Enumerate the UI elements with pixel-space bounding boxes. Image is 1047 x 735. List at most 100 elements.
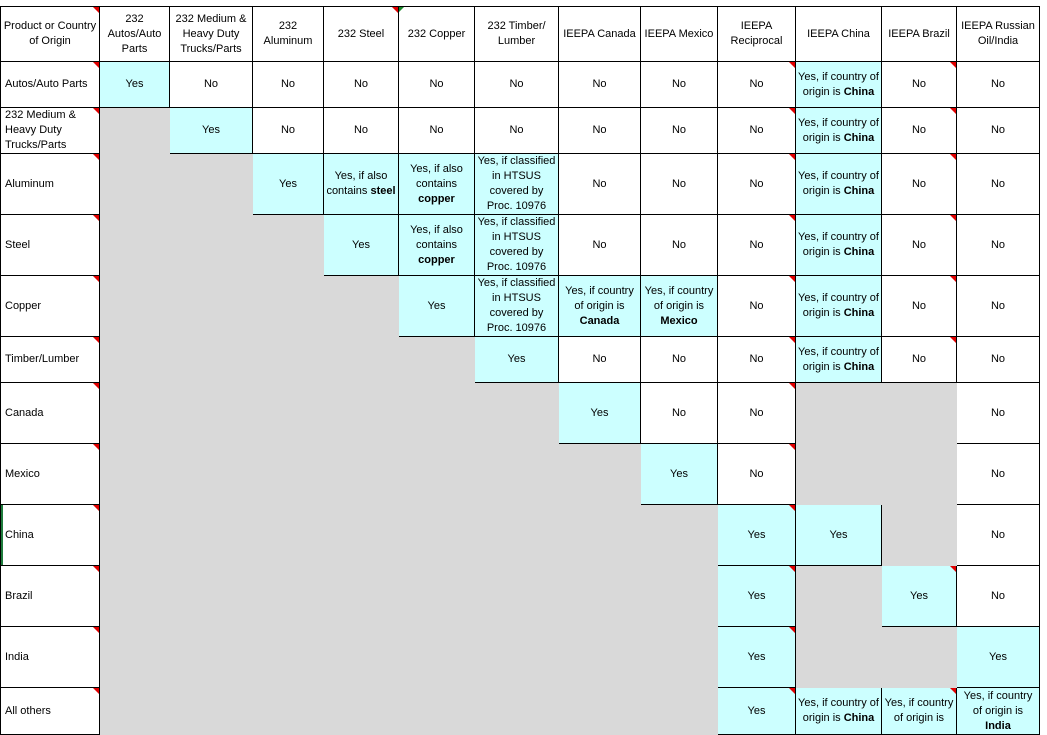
matrix-cell[interactable]: Yes, if also contains copper bbox=[398, 153, 475, 215]
matrix-cell[interactable]: No bbox=[717, 61, 796, 108]
comment-indicator-icon[interactable] bbox=[789, 276, 795, 282]
matrix-cell[interactable]: No bbox=[717, 107, 796, 154]
matrix-cell[interactable]: Yes, if also contains copper bbox=[398, 214, 475, 276]
blank-cell[interactable] bbox=[323, 382, 399, 444]
matrix-cell[interactable]: No bbox=[169, 61, 253, 108]
column-header-cell[interactable]: 232 Aluminum bbox=[252, 6, 324, 62]
blank-cell[interactable] bbox=[323, 443, 399, 505]
matrix-cell[interactable]: Yes bbox=[99, 61, 170, 108]
comment-indicator-icon[interactable] bbox=[789, 566, 795, 572]
comment-indicator-icon[interactable] bbox=[950, 215, 956, 221]
matrix-cell[interactable]: No bbox=[640, 382, 718, 444]
matrix-cell[interactable]: Yes bbox=[717, 565, 796, 627]
comment-indicator-icon[interactable] bbox=[950, 62, 956, 68]
matrix-cell[interactable]: No bbox=[881, 61, 957, 108]
matrix-cell[interactable]: No bbox=[956, 61, 1040, 108]
blank-cell[interactable] bbox=[398, 626, 475, 688]
blank-cell[interactable] bbox=[169, 687, 253, 735]
comment-indicator-icon[interactable] bbox=[789, 108, 795, 114]
matrix-cell[interactable]: Yes bbox=[398, 275, 475, 337]
comment-indicator-icon[interactable] bbox=[789, 688, 795, 694]
matrix-cell[interactable]: Yes bbox=[956, 626, 1040, 688]
blank-cell[interactable] bbox=[99, 214, 170, 276]
matrix-cell[interactable]: No bbox=[398, 61, 475, 108]
comment-indicator-icon[interactable] bbox=[950, 337, 956, 343]
comment-indicator-icon[interactable] bbox=[789, 62, 795, 68]
blank-cell[interactable] bbox=[169, 275, 253, 337]
matrix-cell[interactable]: Yes, if country of origin is China bbox=[795, 61, 882, 108]
blank-cell[interactable] bbox=[398, 504, 475, 566]
blank-cell[interactable] bbox=[99, 107, 170, 154]
blank-cell[interactable] bbox=[558, 504, 641, 566]
matrix-cell[interactable]: No bbox=[717, 153, 796, 215]
column-header-cell[interactable]: IEEPA Russian Oil/India bbox=[956, 6, 1040, 62]
matrix-cell[interactable]: No bbox=[881, 153, 957, 215]
column-header-cell[interactable]: IEEPA Brazil bbox=[881, 6, 957, 62]
comment-indicator-icon[interactable] bbox=[789, 337, 795, 343]
blank-cell[interactable] bbox=[398, 336, 475, 383]
matrix-cell[interactable]: No bbox=[881, 336, 957, 383]
blank-cell[interactable] bbox=[99, 382, 170, 444]
blank-cell[interactable] bbox=[99, 504, 170, 566]
matrix-cell[interactable]: No bbox=[640, 61, 718, 108]
comment-indicator-icon[interactable] bbox=[950, 688, 956, 694]
matrix-cell[interactable]: No bbox=[558, 61, 641, 108]
blank-cell[interactable] bbox=[252, 687, 324, 735]
column-header-cell[interactable]: 232 Copper bbox=[398, 6, 475, 62]
column-header-cell[interactable]: IEEPA Mexico bbox=[640, 6, 718, 62]
blank-cell[interactable] bbox=[558, 443, 641, 505]
row-header-cell[interactable]: Aluminum bbox=[0, 153, 100, 215]
matrix-cell[interactable]: Yes bbox=[717, 504, 796, 566]
matrix-cell[interactable]: No bbox=[956, 214, 1040, 276]
comment-indicator-icon[interactable] bbox=[789, 215, 795, 221]
blank-cell[interactable] bbox=[795, 443, 882, 505]
blank-cell[interactable] bbox=[99, 565, 170, 627]
matrix-cell[interactable]: No bbox=[956, 504, 1040, 566]
error-indicator-icon[interactable] bbox=[399, 7, 404, 12]
blank-cell[interactable] bbox=[99, 626, 170, 688]
matrix-cell[interactable]: No bbox=[474, 61, 559, 108]
row-header-cell[interactable]: Copper bbox=[0, 275, 100, 337]
matrix-cell[interactable]: No bbox=[323, 61, 399, 108]
matrix-cell[interactable]: Yes, if country of origin is China bbox=[795, 687, 882, 735]
comment-indicator-icon[interactable] bbox=[93, 566, 99, 572]
comment-indicator-icon[interactable] bbox=[950, 154, 956, 160]
comment-indicator-icon[interactable] bbox=[950, 108, 956, 114]
comment-indicator-icon[interactable] bbox=[789, 383, 795, 389]
matrix-cell[interactable]: Yes bbox=[795, 504, 882, 566]
comment-indicator-icon[interactable] bbox=[789, 505, 795, 511]
blank-cell[interactable] bbox=[558, 687, 641, 735]
matrix-cell[interactable]: Yes bbox=[474, 336, 559, 383]
matrix-cell[interactable]: No bbox=[558, 214, 641, 276]
blank-cell[interactable] bbox=[398, 443, 475, 505]
matrix-cell[interactable]: Yes, if country of origin is China bbox=[795, 214, 882, 276]
blank-cell[interactable] bbox=[323, 626, 399, 688]
blank-cell[interactable] bbox=[99, 153, 170, 215]
comment-indicator-icon[interactable] bbox=[93, 154, 99, 160]
matrix-cell[interactable]: No bbox=[881, 214, 957, 276]
column-header-cell[interactable]: 232 Timber/ Lumber bbox=[474, 6, 559, 62]
matrix-cell[interactable]: Yes bbox=[169, 107, 253, 154]
matrix-cell[interactable]: No bbox=[252, 107, 324, 154]
blank-cell[interactable] bbox=[640, 687, 718, 735]
blank-cell[interactable] bbox=[474, 504, 559, 566]
matrix-cell[interactable]: Yes, if country of origin is China bbox=[795, 153, 882, 215]
column-header-cell[interactable]: IEEPA Reciprocal bbox=[717, 6, 796, 62]
column-header-cell[interactable]: IEEPA Canada bbox=[558, 6, 641, 62]
blank-cell[interactable] bbox=[252, 626, 324, 688]
blank-cell[interactable] bbox=[795, 382, 882, 444]
comment-indicator-icon[interactable] bbox=[93, 276, 99, 282]
blank-cell[interactable] bbox=[323, 504, 399, 566]
comment-indicator-icon[interactable] bbox=[93, 337, 99, 343]
blank-cell[interactable] bbox=[474, 687, 559, 735]
comment-indicator-icon[interactable] bbox=[93, 688, 99, 694]
matrix-cell[interactable]: No bbox=[956, 382, 1040, 444]
blank-cell[interactable] bbox=[169, 153, 253, 215]
blank-cell[interactable] bbox=[881, 504, 957, 566]
column-header-cell[interactable]: 232 Steel bbox=[323, 6, 399, 62]
blank-cell[interactable] bbox=[99, 336, 170, 383]
blank-cell[interactable] bbox=[323, 565, 399, 627]
matrix-cell[interactable]: No bbox=[558, 336, 641, 383]
column-header-cell[interactable]: 232 Autos/Auto Parts bbox=[99, 6, 170, 62]
matrix-cell[interactable]: Yes, if classified in HTSUS covered by P… bbox=[474, 214, 559, 276]
